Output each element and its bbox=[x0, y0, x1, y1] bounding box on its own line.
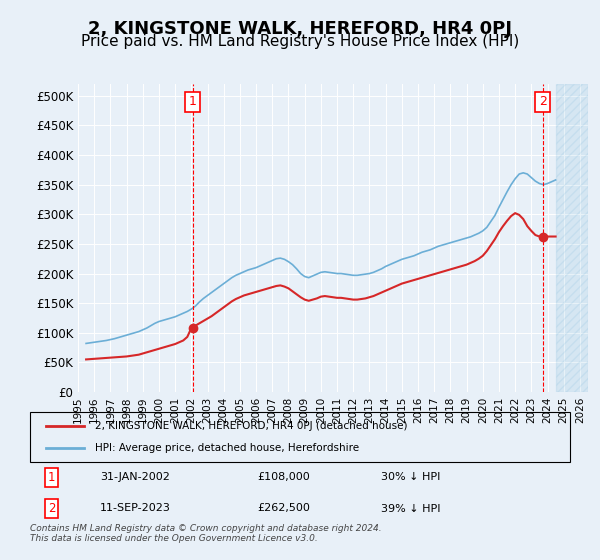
Text: 30% ↓ HPI: 30% ↓ HPI bbox=[381, 472, 440, 482]
Text: HPI: Average price, detached house, Herefordshire: HPI: Average price, detached house, Here… bbox=[95, 443, 359, 453]
Text: Price paid vs. HM Land Registry's House Price Index (HPI): Price paid vs. HM Land Registry's House … bbox=[81, 34, 519, 49]
Text: 2, KINGSTONE WALK, HEREFORD, HR4 0PJ (detached house): 2, KINGSTONE WALK, HEREFORD, HR4 0PJ (de… bbox=[95, 421, 407, 431]
Bar bbox=[556, 84, 588, 392]
Text: Contains HM Land Registry data © Crown copyright and database right 2024.
This d: Contains HM Land Registry data © Crown c… bbox=[30, 524, 382, 543]
Text: £108,000: £108,000 bbox=[257, 472, 310, 482]
Text: 2: 2 bbox=[539, 95, 547, 108]
Text: 1: 1 bbox=[188, 95, 197, 108]
Text: 31-JAN-2002: 31-JAN-2002 bbox=[100, 472, 170, 482]
Text: 39% ↓ HPI: 39% ↓ HPI bbox=[381, 503, 440, 514]
Text: £262,500: £262,500 bbox=[257, 503, 310, 514]
Text: 1: 1 bbox=[48, 470, 55, 484]
Text: 11-SEP-2023: 11-SEP-2023 bbox=[100, 503, 171, 514]
Text: 2, KINGSTONE WALK, HEREFORD, HR4 0PJ: 2, KINGSTONE WALK, HEREFORD, HR4 0PJ bbox=[88, 20, 512, 38]
Text: 2: 2 bbox=[48, 502, 55, 515]
